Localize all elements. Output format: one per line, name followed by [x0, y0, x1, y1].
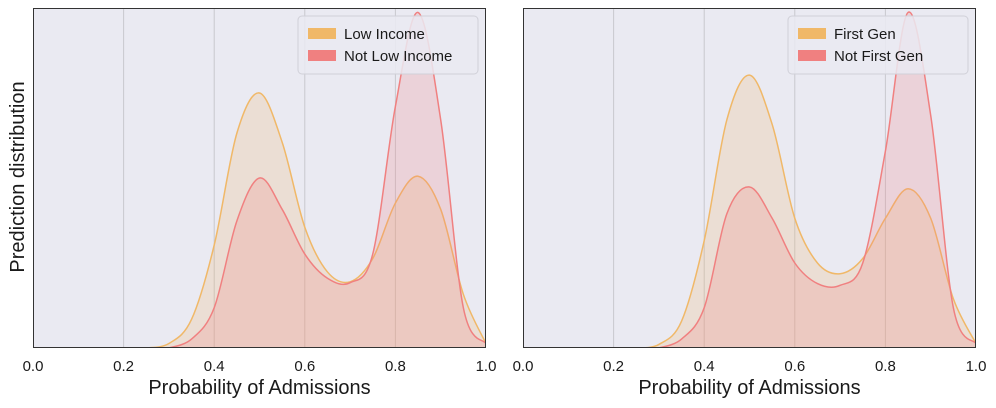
legend-box [297, 15, 479, 75]
density-line-not-first-gen [658, 11, 976, 348]
x-tick-label: 0.0 [23, 358, 44, 375]
density-fill-not-low-income [168, 12, 486, 348]
axes-frame [523, 8, 976, 348]
density-fill-first-gen [636, 75, 976, 348]
x-tick-label: 0.6 [294, 358, 315, 375]
legend: First Gen Not First Gen [787, 15, 969, 75]
x-tick-label: 0.6 [784, 358, 805, 375]
x-tick-label: 0.2 [603, 358, 624, 375]
legend-label: First Gen [834, 26, 896, 43]
x-tick-label: 0.4 [204, 358, 225, 375]
density-areas [146, 11, 486, 348]
legend-swatch [798, 28, 826, 39]
legend-label: Not Low Income [344, 48, 452, 65]
axes-frame [33, 8, 486, 348]
x-tick-label: 1.0 [476, 358, 497, 375]
x-tick-label: 0.0 [513, 358, 534, 375]
density-fill-low-income [146, 92, 486, 348]
x-tick-label: 0.8 [385, 358, 406, 375]
density-line-low-income [146, 92, 486, 348]
legend-box [787, 15, 969, 75]
legend: Low Income Not Low Income [297, 15, 479, 75]
legend-label: Low Income [344, 26, 425, 43]
x-tick-label: 0.8 [875, 358, 896, 375]
legend-swatch [798, 50, 826, 61]
density-fill-not-first-gen [658, 12, 976, 348]
x-tick-label: 0.2 [113, 358, 134, 375]
legend-label: Not First Gen [834, 48, 923, 65]
right-chart-panel: 0.0 0.2 0.4 0.6 0.8 1.0 Probability of Admissi… [513, 8, 987, 399]
legend-swatch [308, 50, 336, 61]
x-axis-title: Probability of Admissions [148, 377, 370, 399]
density-areas [636, 11, 976, 348]
x-axis-title: Probability of Admissions [638, 377, 860, 399]
figure-ylabel: Prediction distribution [7, 81, 29, 272]
density-line-first-gen [636, 74, 976, 348]
x-tick-label: 1.0 [966, 358, 987, 375]
left-chart-panel: 0.0 0.2 0.4 0.6 0.8 1.0 Probability of Admissi… [23, 8, 497, 399]
legend-swatch [308, 28, 336, 39]
density-line-not-low-income [168, 11, 486, 348]
x-tick-label: 0.4 [694, 358, 715, 375]
